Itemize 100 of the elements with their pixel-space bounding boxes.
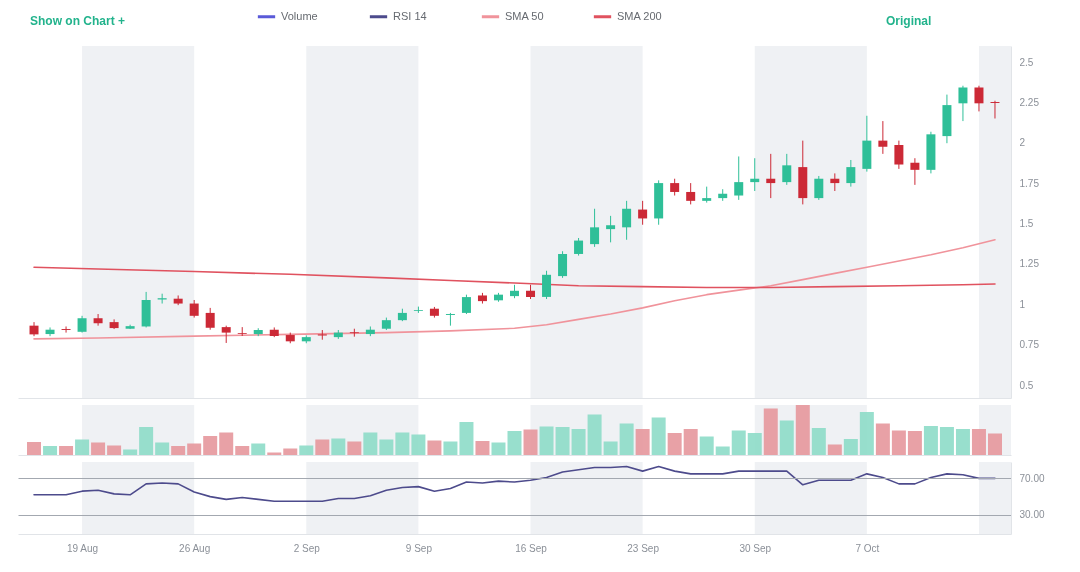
bar [955,429,970,455]
text: Show on Chart + [30,14,126,28]
bar [619,423,634,455]
bar [859,412,874,455]
bar [235,446,250,455]
bar [779,420,794,455]
bar [43,446,58,455]
candlestick [814,175,824,201]
candlestick [61,325,71,334]
y-tick-label: 30.00 [1019,509,1045,521]
x-tick-label: 30 Sep [739,542,772,554]
bar [811,428,826,455]
x-tick-label: 19 Aug [66,542,99,554]
bar [395,432,410,455]
candlestick [542,270,552,300]
bar [171,446,186,455]
candlestick [558,250,568,279]
bar [651,417,666,455]
x-tick-label: 26 Aug [179,542,211,554]
bar [907,431,922,455]
bar [475,441,490,455]
bar [715,446,730,455]
x-tick-label: 9 Sep [405,542,433,554]
candlestick [45,326,55,337]
bar [763,408,778,455]
y-tick-label: 2.5 [1019,56,1034,68]
y-tick-label: 0.5 [1019,379,1034,391]
bar [971,429,986,455]
bar [427,440,442,455]
bar [555,427,570,455]
bar [251,443,266,455]
candlestick [686,182,696,205]
bar [347,441,362,455]
bar [203,436,218,455]
bar [875,423,890,455]
candlestick [766,153,776,199]
bar [123,449,138,455]
legend-label: RSI 14 [393,9,427,22]
bar [283,448,298,455]
line-series [33,266,996,289]
bar [155,442,170,455]
text: Original [886,14,932,28]
candlestick [445,312,455,327]
bar [747,433,762,455]
text: Volume [281,9,318,22]
bar [795,405,810,455]
candlestick [622,200,632,241]
bar [411,434,426,455]
bar [187,443,202,455]
bar [683,429,698,455]
y-tick-label: 1 [1019,298,1026,310]
bar [939,427,954,455]
candlestick [894,140,904,170]
candlestick [461,294,471,315]
bar [107,445,122,455]
bar [91,442,106,455]
bar [27,442,42,455]
candlestick [205,307,215,331]
candlestick [958,85,968,122]
y-tick-label: 1.5 [1019,218,1034,230]
bar [987,433,1002,455]
bar [139,427,154,455]
bar [363,432,378,455]
candlestick [157,293,167,305]
x-tick-label: 23 Sep [627,542,660,554]
candlestick [846,159,856,188]
bar [603,441,618,455]
legend-label: SMA 200 [617,9,662,22]
candlestick [734,155,744,201]
y-tick-label: 0.75 [1019,339,1040,351]
bar [315,439,330,455]
bar [635,429,650,455]
candlestick [782,153,792,186]
y-tick-label: 1.75 [1019,177,1040,189]
bar [491,442,506,455]
line-series [33,238,996,340]
bar [459,422,474,455]
bar [667,433,682,455]
bar [443,441,458,455]
bar [507,431,522,455]
candlestick [93,313,103,327]
bar [731,430,746,455]
candlestick [590,208,600,248]
bar [219,432,234,455]
x-tick-label: 16 Sep [515,542,548,554]
legend-label: SMA 50 [505,9,544,22]
candlestick [974,85,984,112]
bar [379,439,394,455]
candlestick [910,157,920,186]
y-tick-label: 1.25 [1019,258,1040,270]
y-tick-label: 2.25 [1019,97,1040,109]
bar [539,426,554,455]
bar [587,414,602,455]
bar [299,445,314,455]
bar [523,429,538,455]
y-tick-label: 70.00 [1019,472,1045,484]
candlestick [990,100,1000,119]
candlestick [606,215,616,243]
bar [59,446,74,455]
x-tick-label: 7 Oct [855,542,880,554]
